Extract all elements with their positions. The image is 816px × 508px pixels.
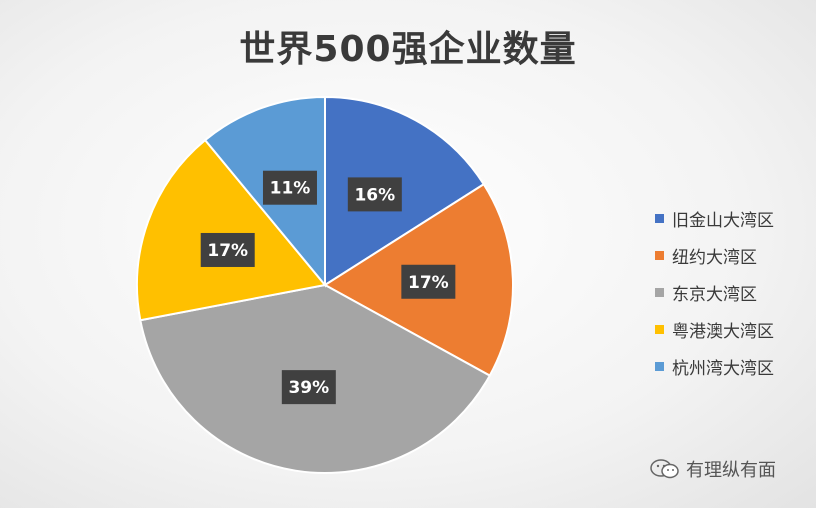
legend-swatch [655,362,664,371]
legend-swatch [655,214,664,223]
legend: 旧金山大湾区 纽约大湾区 东京大湾区 粤港澳大湾区 杭州湾大湾区 [655,200,774,385]
watermark: 有理纵有面 [650,456,776,482]
legend-item: 东京大湾区 [655,274,774,311]
legend-item: 杭州湾大湾区 [655,348,774,385]
data-label-text: 17% [207,241,248,261]
legend-swatch [655,325,664,334]
data-label-box [281,370,336,405]
chart-title: 世界500强企业数量 [239,29,577,70]
data-label: 39% [281,370,336,405]
data-label: 16% [347,177,402,212]
legend-label: 旧金山大湾区 [672,211,774,231]
legend-label: 东京大湾区 [672,285,757,305]
data-label: 17% [401,264,456,299]
data-label-text: 11% [270,179,311,199]
data-label: 11% [262,170,317,205]
watermark-text: 有理纵有面 [686,460,776,481]
legend-item: 纽约大湾区 [655,237,774,274]
data-label: 17% [200,232,255,267]
legend-swatch [655,251,664,260]
pie-slice [324,95,486,287]
data-label-box [200,232,255,267]
legend-swatch [655,288,664,297]
data-label-text: 39% [288,378,329,398]
data-label-box [262,170,317,205]
wechat-icon [650,459,679,479]
legend-item: 粤港澳大湾区 [655,311,774,348]
pie-slice [136,138,327,322]
data-label-box [401,264,456,299]
legend-label: 粤港澳大湾区 [672,322,774,342]
legend-label: 杭州湾大湾区 [672,359,774,379]
legend-label: 纽约大湾区 [672,248,757,268]
data-label-text: 17% [408,273,449,293]
data-label-text: 16% [354,185,395,205]
legend-item: 旧金山大湾区 [655,200,774,237]
data-label-box [347,177,402,212]
